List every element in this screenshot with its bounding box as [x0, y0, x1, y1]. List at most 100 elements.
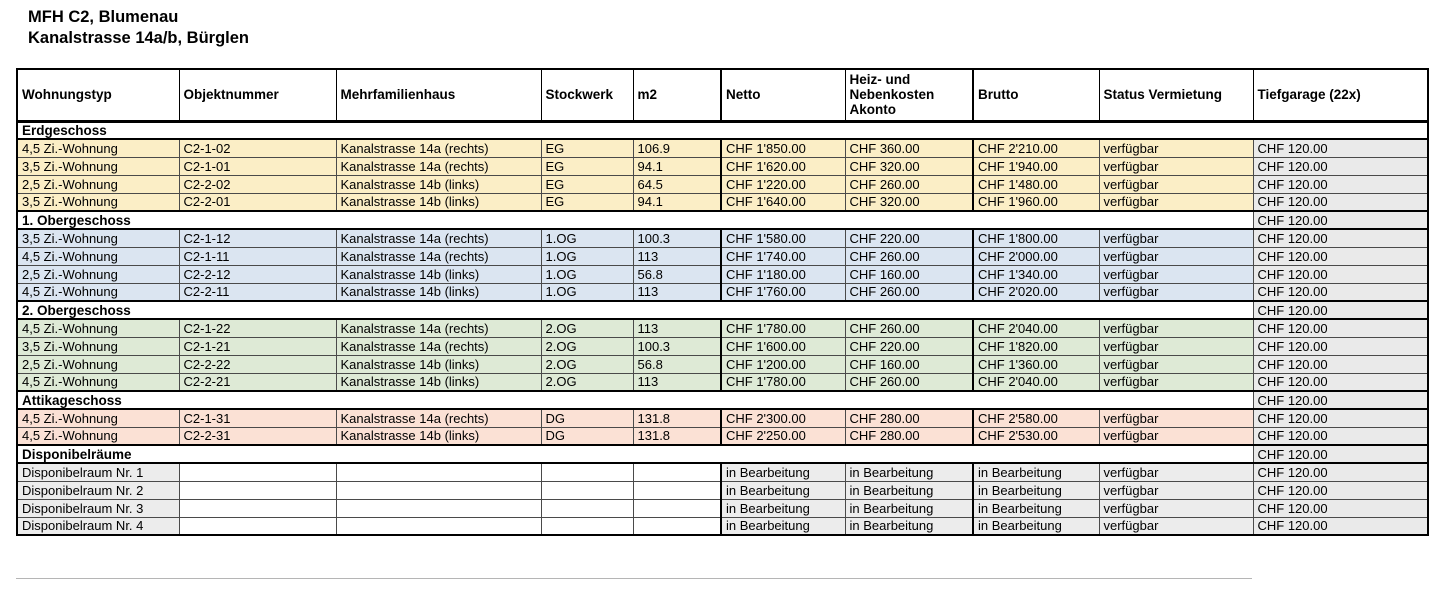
table-row: Disponibelraum Nr. 3 in Bearbeitung in Bea…: [16, 498, 1429, 518]
cell-tiefgarage: CHF 120.00: [1252, 462, 1429, 482]
cell-stockwerk: EG: [540, 192, 634, 212]
cell-akonto: CHF 280.00: [844, 426, 974, 446]
column-header-status: Status Vermietung: [1098, 68, 1254, 123]
cell-brutto: in Bearbeitung: [972, 480, 1100, 500]
cell-tiefgarage: CHF 120.00: [1252, 192, 1429, 212]
cell-tiefgarage: CHF 120.00: [1252, 354, 1429, 374]
cell-m2: [632, 516, 722, 536]
cell-objektnummer: C2-1-02: [178, 138, 337, 158]
cell-akonto: CHF 260.00: [844, 246, 974, 266]
cell-stockwerk: [540, 462, 634, 482]
cell-brutto: CHF 1'340.00: [972, 264, 1100, 284]
cell-status: verfügbar: [1098, 354, 1254, 374]
cell-m2: [632, 462, 722, 482]
page-title-line1: MFH C2, Blumenau: [28, 8, 179, 26]
cell-m2: 100.3: [632, 336, 722, 356]
cell-brutto: CHF 2'580.00: [972, 408, 1100, 428]
page-edge-line: [16, 578, 1252, 579]
cell-akonto: CHF 160.00: [844, 264, 974, 284]
cell-akonto: CHF 260.00: [844, 174, 974, 194]
cell-wohnungstyp: 4,5 Zi.-Wohnung: [16, 246, 180, 266]
cell-m2: 56.8: [632, 354, 722, 374]
cell-tiefgarage: CHF 120.00: [1252, 174, 1429, 194]
cell-brutto: CHF 1'820.00: [972, 336, 1100, 356]
cell-tiefgarage: CHF 120.00: [1252, 372, 1429, 392]
cell-wohnungstyp: 4,5 Zi.-Wohnung: [16, 372, 180, 392]
cell-stockwerk: 1.OG: [540, 282, 634, 302]
cell-tiefgarage: CHF 120.00: [1252, 318, 1429, 338]
cell-wohnungstyp: 4,5 Zi.-Wohnung: [16, 426, 180, 446]
cell-status: verfügbar: [1098, 408, 1254, 428]
cell-m2: 113: [632, 282, 722, 302]
page-title-line2: Kanalstrasse 14a/b, Bürglen: [28, 29, 250, 47]
cell-stockwerk: EG: [540, 156, 634, 176]
table-row: 3,5 Zi.-Wohnung C2-1-21 Kanalstrasse 14a (…: [16, 336, 1429, 356]
column-header-netto: Netto: [720, 68, 846, 123]
cell-m2: 131.8: [632, 426, 722, 446]
cell-mehrfamilienhaus: Kanalstrasse 14b (links): [335, 282, 542, 302]
cell-status: verfügbar: [1098, 426, 1254, 446]
cell-netto: CHF 2'300.00: [720, 408, 846, 428]
cell-m2: 56.8: [632, 264, 722, 284]
cell-wohnungstyp: 3,5 Zi.-Wohnung: [16, 228, 180, 248]
cell-mehrfamilienhaus: Kanalstrasse 14a (rechts): [335, 228, 542, 248]
cell-m2: 113: [632, 246, 722, 266]
cell-wohnungstyp: 4,5 Zi.-Wohnung: [16, 318, 180, 338]
cell-stockwerk: 2.OG: [540, 318, 634, 338]
cell-objektnummer: C2-2-22: [178, 354, 337, 374]
cell-stockwerk: 1.OG: [540, 228, 634, 248]
cell-stockwerk: [540, 498, 634, 518]
cell-objektnummer: C2-2-01: [178, 192, 337, 212]
page-title: MFH C2, Blumenau Kanalstrasse 14a/b, Bür…: [28, 7, 249, 49]
cell-tiefgarage: CHF 120.00: [1252, 336, 1429, 356]
cell-akonto: CHF 320.00: [844, 156, 974, 176]
cell-brutto: CHF 2'020.00: [972, 282, 1100, 302]
cell-status: verfügbar: [1098, 462, 1254, 482]
column-header-brutto: Brutto: [972, 68, 1100, 123]
cell-brutto: CHF 1'800.00: [972, 228, 1100, 248]
cell-akonto: CHF 360.00: [844, 138, 974, 158]
cell-status: verfügbar: [1098, 174, 1254, 194]
cell-wohnungstyp: Disponibelraum Nr. 4: [16, 516, 180, 536]
cell-status: verfügbar: [1098, 282, 1254, 302]
cell-wohnungstyp: 4,5 Zi.-Wohnung: [16, 282, 180, 302]
cell-m2: 94.1: [632, 192, 722, 212]
cell-objektnummer: C2-1-31: [178, 408, 337, 428]
cell-objektnummer: [178, 516, 337, 536]
cell-tiefgarage: CHF 120.00: [1252, 408, 1429, 428]
cell-objektnummer: [178, 480, 337, 500]
rental-price-table: Wohnungstyp Objektnummer Mehrfamilienhaus S…: [16, 68, 1429, 536]
cell-status: verfügbar: [1098, 228, 1254, 248]
table-row: Disponibelraum Nr. 4 in Bearbeitung in Bea…: [16, 516, 1429, 536]
cell-wohnungstyp: 2,5 Zi.-Wohnung: [16, 264, 180, 284]
cell-netto: in Bearbeitung: [720, 462, 846, 482]
cell-stockwerk: 2.OG: [540, 336, 634, 356]
cell-mehrfamilienhaus: Kanalstrasse 14b (links): [335, 426, 542, 446]
cell-m2: [632, 498, 722, 518]
cell-akonto: in Bearbeitung: [844, 462, 974, 482]
cell-mehrfamilienhaus: Kanalstrasse 14a (rechts): [335, 246, 542, 266]
column-header-wohnungstyp: Wohnungstyp: [16, 68, 180, 123]
column-header-tiefgarage: Tiefgarage (22x): [1252, 68, 1429, 123]
cell-akonto: CHF 220.00: [844, 336, 974, 356]
cell-status: verfügbar: [1098, 318, 1254, 338]
section-row: 1. Obergeschoss CHF 120.00: [16, 210, 1429, 230]
cell-wohnungstyp: Disponibelraum Nr. 3: [16, 498, 180, 518]
cell-akonto: CHF 260.00: [844, 282, 974, 302]
cell-objektnummer: C2-2-31: [178, 426, 337, 446]
cell-netto: in Bearbeitung: [720, 480, 846, 500]
cell-akonto: CHF 220.00: [844, 228, 974, 248]
cell-status: verfügbar: [1098, 264, 1254, 284]
cell-mehrfamilienhaus: Kanalstrasse 14a (rechts): [335, 138, 542, 158]
cell-netto: CHF 1'600.00: [720, 336, 846, 356]
cell-akonto: in Bearbeitung: [844, 498, 974, 518]
table-row: 4,5 Zi.-Wohnung C2-1-11 Kanalstrasse 14a (…: [16, 246, 1429, 266]
cell-brutto: CHF 1'480.00: [972, 174, 1100, 194]
cell-netto: CHF 1'850.00: [720, 138, 846, 158]
cell-netto: CHF 1'740.00: [720, 246, 846, 266]
cell-status: verfügbar: [1098, 480, 1254, 500]
cell-m2: 94.1: [632, 156, 722, 176]
cell-netto: CHF 1'780.00: [720, 318, 846, 338]
cell-stockwerk: DG: [540, 408, 634, 428]
cell-wohnungstyp: 3,5 Zi.-Wohnung: [16, 156, 180, 176]
